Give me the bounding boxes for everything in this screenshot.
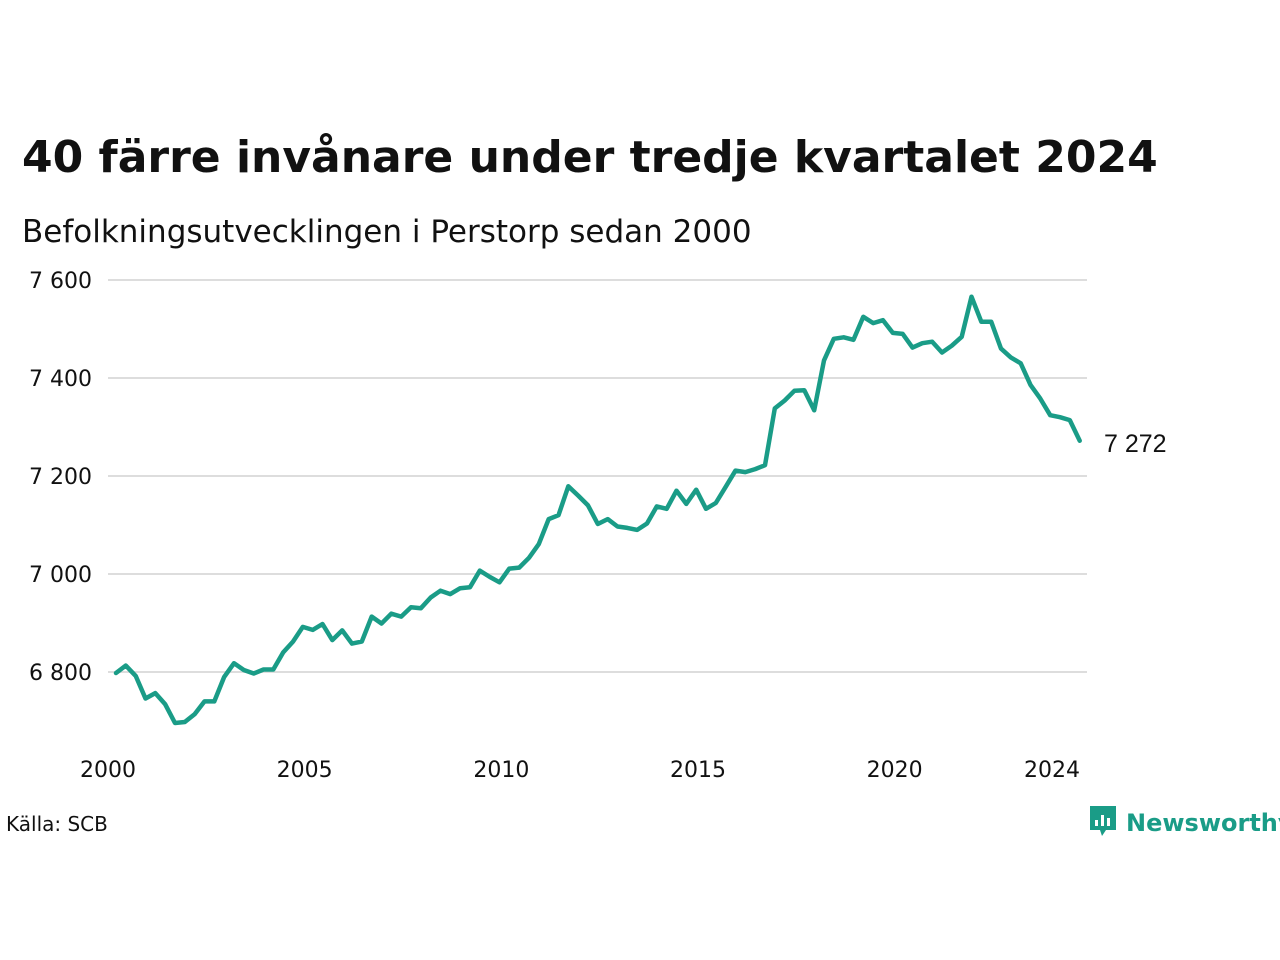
y-tick-label: 7 600 — [29, 269, 92, 294]
y-axis-ticks: 6 800 7 000 7 200 7 400 7 600 — [29, 269, 92, 686]
x-tick-label: 2024 — [1024, 758, 1080, 783]
newsworthy-logo-icon — [1088, 804, 1118, 842]
end-value-label: 7 272 — [1104, 430, 1167, 458]
x-tick-label: 2020 — [867, 758, 923, 783]
source-note: Källa: SCB — [6, 812, 108, 836]
y-tick-label: 7 200 — [29, 465, 92, 490]
chart-subtitle: Befolkningsutvecklingen i Perstorp sedan… — [22, 214, 752, 250]
x-tick-label: 2010 — [473, 758, 529, 783]
x-tick-label: 2000 — [80, 758, 136, 783]
y-tick-label: 7 400 — [29, 367, 92, 392]
x-tick-label: 2015 — [670, 758, 726, 783]
series-line — [113, 294, 1082, 726]
brand-name: Newsworthy — [1126, 809, 1280, 837]
x-axis-ticks: 2000 2005 2010 2015 2020 2024 — [80, 758, 1080, 783]
brand-logo[interactable]: Newsworthy — [1088, 804, 1280, 842]
y-tick-label: 6 800 — [29, 661, 92, 686]
chart-title: 40 färre invånare under tredje kvartalet… — [22, 132, 1158, 183]
y-tick-label: 7 000 — [29, 563, 92, 588]
x-tick-label: 2005 — [277, 758, 333, 783]
gridlines — [108, 279, 1087, 673]
